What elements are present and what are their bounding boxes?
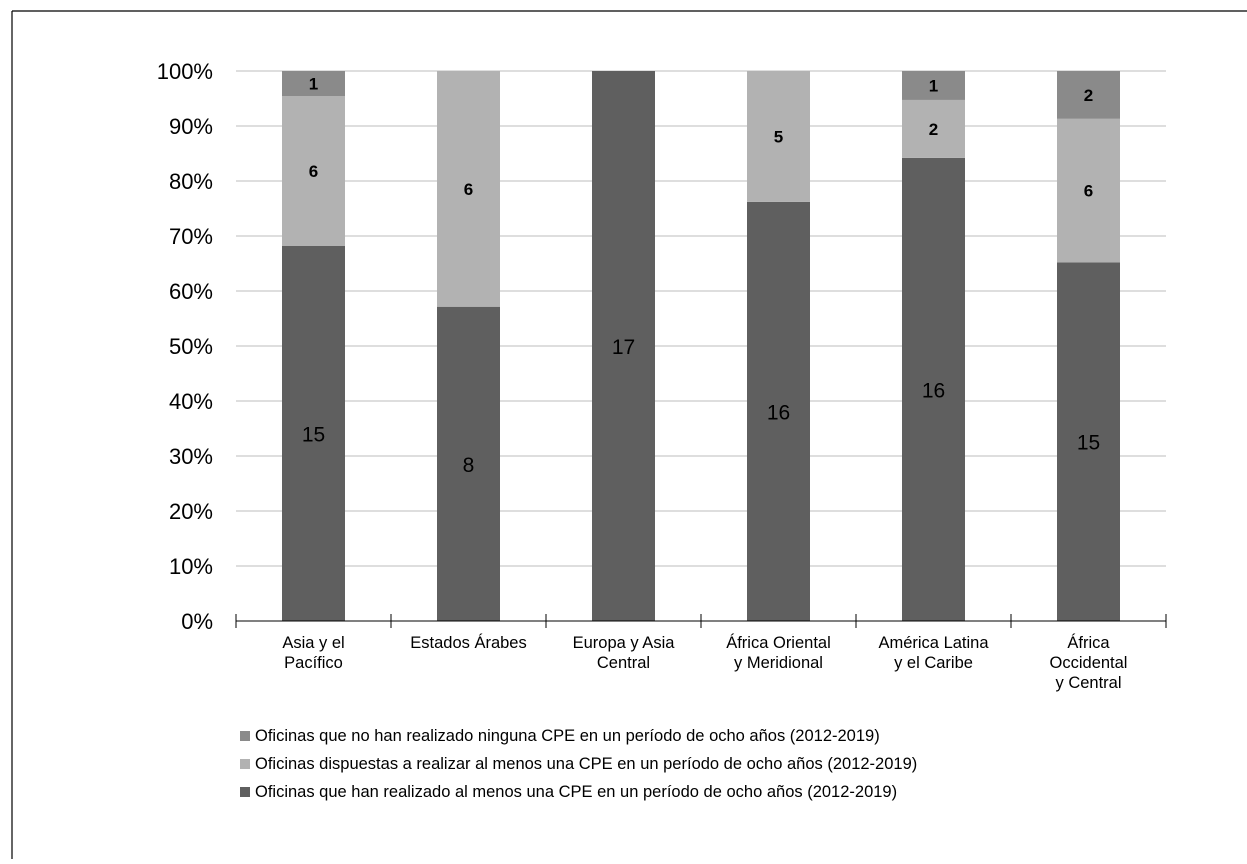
bar-segment xyxy=(437,306,500,621)
y-tick-label: 50% xyxy=(169,334,213,359)
bar-segment xyxy=(592,71,655,621)
bar-segment xyxy=(282,246,345,621)
data-label: 6 xyxy=(309,162,318,181)
bar-segment xyxy=(1057,262,1120,621)
data-label: 16 xyxy=(922,379,945,402)
x-category-label: Pacífico xyxy=(284,654,343,672)
x-category-label: África Oriental xyxy=(726,633,831,652)
data-label: 17 xyxy=(612,336,635,359)
data-label: 15 xyxy=(302,424,325,447)
legend-swatch xyxy=(240,787,250,797)
data-label: 6 xyxy=(1084,182,1093,201)
y-tick-label: 60% xyxy=(169,279,213,304)
bar-segment xyxy=(282,71,345,96)
data-label: 5 xyxy=(774,127,783,146)
data-label: 16 xyxy=(767,401,790,424)
bar-segment xyxy=(747,71,810,202)
y-tick-label: 20% xyxy=(169,499,213,524)
data-label: 6 xyxy=(464,180,473,199)
x-category-label: Estados Árabes xyxy=(410,633,526,652)
data-label: 2 xyxy=(929,120,938,139)
bar-segment xyxy=(437,71,500,307)
y-tick-label: 40% xyxy=(169,389,213,414)
x-category-label: y el Caribe xyxy=(894,654,973,672)
legend-entry: Oficinas que han realizado al menos una … xyxy=(255,783,897,801)
bar-segment xyxy=(1057,118,1120,263)
legend-swatch xyxy=(240,731,250,741)
x-category-label: Occidental xyxy=(1050,654,1128,672)
x-category-label: Asia y el xyxy=(282,634,344,652)
x-category-label: Europa y Asia xyxy=(573,634,676,652)
chart-border xyxy=(11,10,1247,859)
bar-segment xyxy=(902,71,965,100)
y-tick-label: 70% xyxy=(169,224,213,249)
x-category-label: Central xyxy=(597,654,650,672)
data-label: 15 xyxy=(1077,432,1100,455)
bar-segment xyxy=(902,99,965,158)
y-tick-label: 80% xyxy=(169,169,213,194)
legend-swatch xyxy=(240,759,250,769)
data-label: 8 xyxy=(463,454,475,477)
bar-segment xyxy=(1057,71,1120,119)
y-axis-tick-labels: 0% 10% 20% 30% 40% 50% 60% 70% 80% 90% 100% xyxy=(157,59,213,634)
gridlines xyxy=(236,70,1166,567)
y-tick-label: 90% xyxy=(169,114,213,139)
y-tick-label: 10% xyxy=(169,554,213,579)
legend: Oficinas que no han realizado ninguna CP… xyxy=(240,727,917,801)
bar-segment xyxy=(747,201,810,621)
data-label: 1 xyxy=(929,76,938,95)
x-category-label: y Central xyxy=(1055,674,1121,692)
x-category-label: América Latina xyxy=(878,634,989,652)
y-tick-label: 30% xyxy=(169,444,213,469)
data-label: 2 xyxy=(1084,86,1093,105)
bar-segment xyxy=(902,157,965,621)
segment-labels: 15 6 1 8 6 17 16 5 16 2 1 15 6 2 xyxy=(302,75,1100,477)
bar-segment xyxy=(282,96,345,246)
bars xyxy=(282,71,1120,621)
x-category-label: y Meridional xyxy=(734,654,823,672)
legend-entry: Oficinas que no han realizado ninguna CP… xyxy=(255,727,880,745)
legend-entry: Oficinas dispuestas a realizar al menos … xyxy=(255,755,917,773)
x-axis xyxy=(235,614,1167,628)
y-tick-label: 0% xyxy=(181,609,213,634)
x-category-label: África xyxy=(1067,633,1110,652)
y-tick-label: 100% xyxy=(157,59,213,84)
x-axis-category-labels: Asia y el Pacífico Estados Árabes Europa y … xyxy=(282,633,1127,692)
data-label: 1 xyxy=(309,75,318,94)
